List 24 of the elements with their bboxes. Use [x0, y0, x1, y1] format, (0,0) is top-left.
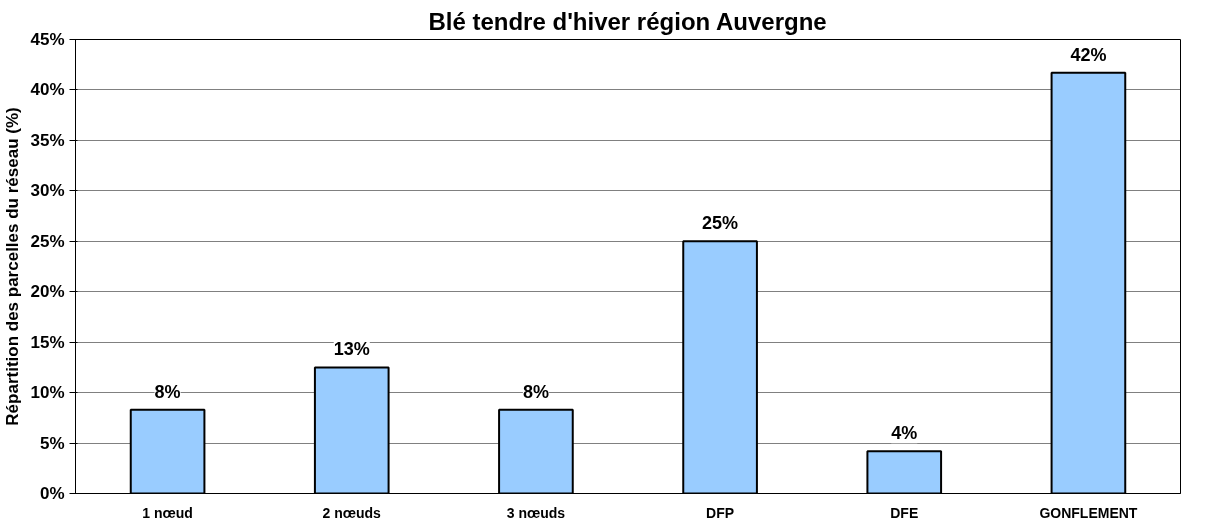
data-label: 4% — [891, 423, 918, 444]
x-tick-label: DFE — [890, 504, 919, 521]
y-tick-label: 25% — [30, 231, 65, 251]
data-label: 13% — [333, 339, 370, 360]
y-axis-title: Répartition des parcelles du réseau (%) — [3, 107, 23, 426]
x-tick-label: 3 nœuds — [506, 504, 566, 521]
data-label: 8% — [522, 381, 549, 402]
y-tick-label: 45% — [30, 30, 65, 49]
x-tick-label: DFP — [706, 504, 735, 521]
y-tick-label: 40% — [30, 80, 65, 100]
data-label: 42% — [1070, 44, 1107, 65]
y-tick-label: 5% — [39, 433, 65, 453]
data-label: 25% — [702, 213, 739, 234]
chart-title: Blé tendre d'hiver région Auvergne — [428, 7, 827, 35]
data-label: 8% — [154, 381, 181, 402]
x-tick-label: 1 nœud — [142, 504, 193, 521]
x-tick-label: 2 nœuds — [322, 504, 382, 521]
y-tick-label: 20% — [30, 282, 65, 302]
y-tick-label: 30% — [30, 181, 65, 201]
y-tick-label: 0% — [39, 484, 65, 503]
y-tick-label: 15% — [30, 332, 65, 352]
y-tick-label: 35% — [30, 130, 65, 150]
y-tick-label: 10% — [30, 383, 65, 403]
x-tick-label: GONFLEMENT — [1039, 504, 1138, 521]
